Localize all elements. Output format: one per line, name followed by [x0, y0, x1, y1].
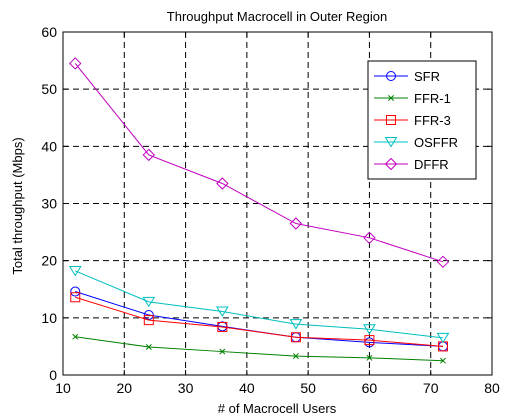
x-tick-label: 20 [116, 380, 132, 396]
x-tick-label: 40 [239, 380, 255, 396]
series-line-ffr-1 [75, 336, 443, 362]
series-line-sfr [75, 291, 443, 347]
data-point-ffr-3 [217, 321, 228, 332]
y-tick-label: 40 [41, 138, 57, 154]
legend-entry-sfr: SFR [374, 69, 440, 84]
y-tick-label: 30 [41, 196, 57, 212]
data-point-dffr [289, 217, 303, 230]
data-point-ffr-1 [366, 354, 373, 361]
series-line-dffr [74, 63, 444, 263]
data-point-sfr [70, 286, 81, 297]
legend-marker [384, 137, 398, 148]
y-tick-label: 20 [41, 253, 57, 269]
legend-entry-ffr-3: FFR-3 [374, 113, 451, 128]
legend: SFR FFR-1 FFR-3 OSFFR DFFR [367, 60, 477, 180]
data-point-dffr [69, 57, 82, 70]
y-tick-label: 60 [41, 24, 57, 40]
data-point-ffr-3 [143, 315, 154, 326]
x-tick-label: 10 [55, 380, 71, 396]
data-point-osffr [215, 306, 229, 318]
data-point-osffr [289, 319, 303, 330]
legend-label: FFR-3 [414, 113, 451, 128]
grid-lines [63, 32, 492, 375]
data-point-osffr [363, 324, 376, 335]
series-ffr-3 [70, 292, 448, 352]
x-tick-label: 70 [423, 380, 439, 396]
legend-entry-osffr: OSFFR [374, 135, 458, 150]
data-point-dffr [216, 177, 229, 190]
series-ffr-1 [72, 333, 446, 364]
data-point-osffr [68, 265, 82, 277]
data-point-osffr [142, 296, 156, 308]
series-line-ffr-3 [75, 296, 444, 347]
legend-label: FFR-1 [414, 91, 451, 106]
data-point-ffr-3 [290, 332, 301, 343]
data-point-ffr-3 [70, 292, 81, 303]
data-point-dffr [363, 231, 376, 245]
data-point-dffr [142, 148, 156, 162]
x-tick-label: 30 [178, 380, 194, 396]
data-point-ffr-1 [292, 353, 299, 360]
data-point-osffr [436, 332, 450, 344]
legend-label: OSFFR [414, 135, 458, 150]
x-tick-label: 60 [362, 380, 378, 396]
chart-title: Throughput Macrocell in Outer Region [167, 9, 387, 24]
x-tick-label: 50 [300, 380, 316, 396]
legend-marker [388, 95, 394, 101]
legend-entry-ffr-1: FFR-1 [374, 91, 451, 106]
data-point-sfr [143, 309, 154, 320]
legend-label: SFR [414, 69, 440, 84]
legend-label: DFFR [414, 157, 449, 172]
x-tick-label: 80 [484, 380, 500, 396]
legend-marker [386, 71, 396, 81]
series-osffr [68, 265, 450, 344]
y-tick-label: 50 [41, 81, 57, 97]
data-point-ffr-3 [364, 335, 375, 346]
x-axis-label: # of Macrocell Users [218, 401, 337, 416]
legend-marker [384, 157, 398, 171]
y-tick-label: 0 [49, 367, 57, 383]
data-point-ffr-1 [145, 344, 152, 350]
data-point-ffr-1 [72, 333, 79, 340]
y-tick-label: 10 [41, 310, 57, 326]
data-point-ffr-1 [440, 357, 446, 364]
series-line-osffr [75, 270, 444, 339]
series-sfr [70, 286, 448, 352]
y-axis-label: Total throughput (Mbps) [10, 137, 25, 274]
legend-marker [386, 115, 396, 125]
series-dffr [69, 57, 450, 269]
data-point-ffr-1 [219, 348, 226, 355]
legend-entry-dffr: DFFR [374, 157, 449, 172]
series-group [68, 57, 450, 364]
data-point-dffr [436, 255, 450, 269]
